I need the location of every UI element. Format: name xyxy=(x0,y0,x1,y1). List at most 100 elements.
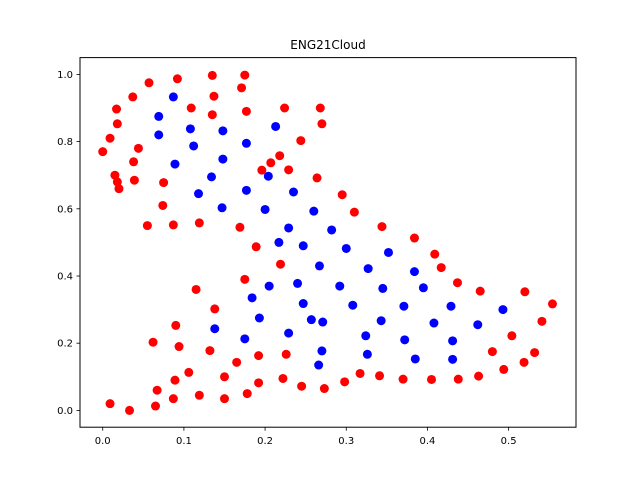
y-tick-label: 1.0 xyxy=(57,70,73,81)
points-layer xyxy=(98,70,557,415)
data-point xyxy=(129,175,139,185)
data-point xyxy=(400,335,410,345)
axes-spines xyxy=(79,57,577,428)
data-point xyxy=(271,121,281,131)
data-point xyxy=(274,237,284,247)
data-point xyxy=(133,143,143,153)
data-point xyxy=(318,317,328,327)
data-point xyxy=(191,284,201,294)
data-point xyxy=(452,278,462,288)
data-point xyxy=(349,207,359,217)
axes-frame xyxy=(79,57,577,428)
data-point xyxy=(448,354,458,364)
x-tick-label: 0.4 xyxy=(419,436,435,447)
data-point xyxy=(298,299,308,309)
data-point xyxy=(474,371,484,381)
data-point xyxy=(154,111,164,121)
data-point xyxy=(376,316,386,326)
data-point xyxy=(430,249,440,259)
data-point xyxy=(154,130,164,140)
data-point xyxy=(112,104,122,114)
y-axis: 0.0 0.2 0.4 0.6 0.8 1.0 xyxy=(57,70,80,417)
data-point xyxy=(337,190,347,200)
data-point xyxy=(399,301,409,311)
data-point xyxy=(194,390,204,400)
data-point xyxy=(218,126,228,136)
data-point xyxy=(158,200,168,210)
data-point xyxy=(436,263,446,273)
x-tick-label: 0.3 xyxy=(338,436,354,447)
data-point xyxy=(284,165,294,175)
data-point xyxy=(207,70,217,80)
y-tick-label: 0.4 xyxy=(57,272,73,283)
data-point xyxy=(240,70,250,80)
data-point xyxy=(409,233,419,243)
data-point xyxy=(314,261,324,271)
data-point xyxy=(547,299,557,309)
data-point xyxy=(210,324,220,334)
data-point xyxy=(205,346,215,356)
data-point xyxy=(375,371,385,381)
data-point xyxy=(312,173,322,183)
x-tick-label: 0.5 xyxy=(501,436,517,447)
data-point xyxy=(125,405,135,415)
data-point xyxy=(152,385,162,395)
data-point xyxy=(410,354,420,364)
data-point xyxy=(378,283,388,293)
data-point xyxy=(284,328,294,338)
data-point xyxy=(168,394,178,404)
data-point xyxy=(235,222,245,232)
chart-title: ENG21Cloud xyxy=(290,38,365,52)
data-point xyxy=(448,336,458,346)
data-point xyxy=(110,170,120,180)
plot-area xyxy=(80,57,576,428)
data-point xyxy=(217,203,227,213)
data-point xyxy=(296,136,306,146)
data-point xyxy=(194,218,204,228)
data-point xyxy=(348,300,358,310)
data-point xyxy=(362,349,372,359)
data-point xyxy=(398,374,408,384)
x-tick-label: 0.2 xyxy=(257,436,273,447)
data-point xyxy=(530,348,540,358)
data-point xyxy=(242,389,252,399)
data-point xyxy=(278,373,288,383)
data-point xyxy=(148,337,158,347)
data-point xyxy=(537,316,547,326)
y-tick-label: 0.8 xyxy=(57,137,73,148)
data-point xyxy=(241,106,251,116)
data-point xyxy=(168,92,178,102)
data-point xyxy=(172,74,182,84)
data-point xyxy=(174,342,184,352)
data-point xyxy=(499,364,509,374)
data-point xyxy=(418,283,428,293)
data-point xyxy=(498,305,508,315)
data-point xyxy=(128,92,138,102)
data-point xyxy=(142,221,152,231)
x-tick-label: 0.0 xyxy=(95,436,111,447)
data-point xyxy=(519,357,529,367)
data-point xyxy=(377,222,387,232)
data-point xyxy=(473,320,483,330)
data-point xyxy=(186,103,196,113)
y-tick-label: 0.6 xyxy=(57,204,73,215)
data-point xyxy=(298,241,308,251)
data-point xyxy=(276,259,286,269)
data-point xyxy=(232,357,242,367)
data-point xyxy=(241,138,251,148)
data-point xyxy=(151,401,160,411)
data-point xyxy=(112,119,122,129)
data-point xyxy=(280,103,290,113)
data-point xyxy=(159,178,169,188)
data-point xyxy=(170,375,180,385)
data-point xyxy=(218,154,228,164)
data-point xyxy=(409,267,419,277)
data-point xyxy=(429,318,439,328)
data-point xyxy=(168,220,178,230)
data-point xyxy=(241,185,251,195)
data-point xyxy=(105,399,115,409)
data-point xyxy=(210,304,220,314)
data-point xyxy=(314,360,324,370)
data-point xyxy=(475,286,485,296)
data-point xyxy=(240,274,250,284)
